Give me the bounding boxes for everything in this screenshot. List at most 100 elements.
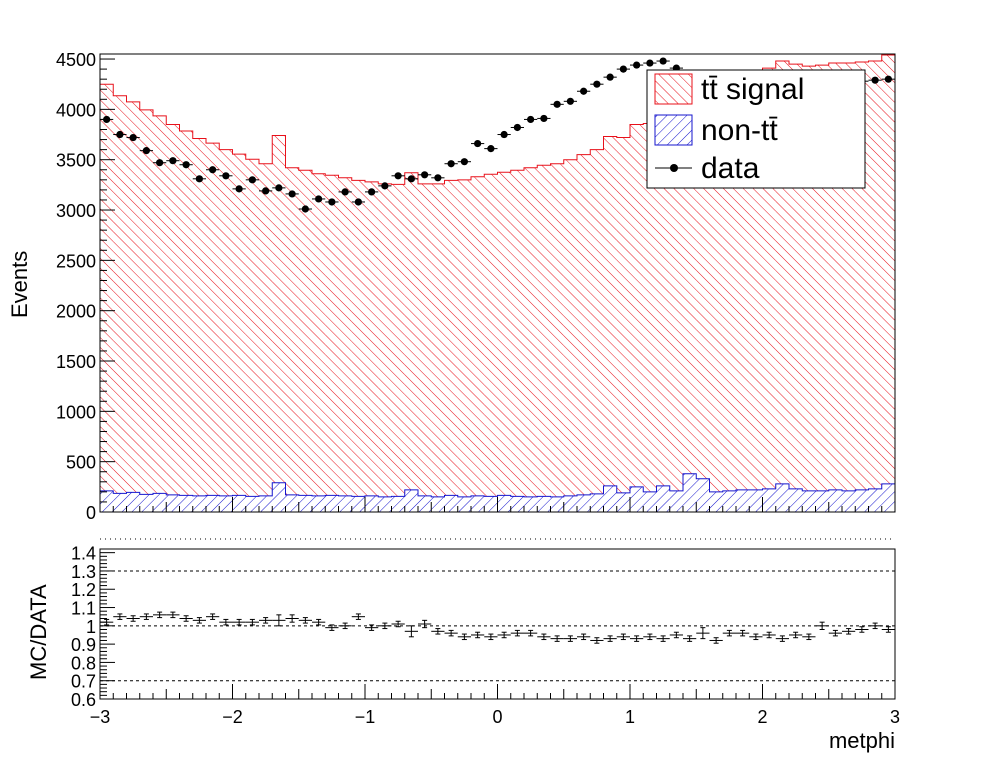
background-bar [153, 493, 167, 512]
ratio-point [683, 635, 697, 642]
signal-bar [404, 172, 418, 490]
y-tick-label: 2500 [56, 251, 96, 271]
x-tick-label: −1 [355, 707, 376, 727]
background-bar [497, 495, 511, 512]
background-bar [563, 495, 577, 512]
ratio-point [404, 625, 418, 638]
data-point [126, 133, 140, 142]
ratio-point [139, 613, 153, 620]
background-bar [259, 495, 273, 512]
ratio-y-tick-label: 1.2 [71, 580, 96, 600]
main-y-axis-label: Events [7, 251, 32, 318]
background-bar [868, 488, 882, 512]
background-bar [656, 485, 670, 512]
background-bar [749, 489, 763, 512]
background-bar [683, 473, 697, 512]
signal-bar [524, 167, 538, 497]
ratio-y-tick-label: 1.3 [71, 562, 96, 582]
ratio-point [245, 618, 259, 626]
background-bar [245, 496, 259, 512]
data-point [285, 190, 299, 198]
ratio-point [590, 637, 604, 644]
legend-label-signal: tt̄ signal [701, 73, 804, 106]
data-point [298, 205, 312, 213]
ratio-point [497, 631, 511, 639]
data-point [656, 57, 670, 65]
ratio-point [192, 617, 206, 624]
signal-bar [219, 149, 233, 496]
ratio-point [696, 627, 710, 640]
background-bar [603, 485, 617, 512]
legend-label-data: data [701, 152, 760, 185]
ratio-point [524, 629, 538, 637]
ratio-point [828, 629, 842, 637]
data-point [563, 97, 577, 105]
legend-entry-signal: tt̄ signal [654, 73, 804, 106]
data-point [179, 161, 193, 169]
data-point [881, 75, 895, 83]
background-bar [643, 491, 657, 512]
data-point [338, 188, 352, 196]
signal-bar [272, 135, 286, 483]
ratio-point [749, 633, 763, 641]
ratio-y-tick-label: 0.6 [71, 690, 96, 710]
ratio-point [775, 635, 789, 642]
background-bar [100, 490, 114, 512]
background-bar [802, 490, 816, 512]
signal-bar [457, 179, 471, 497]
signal-bar [298, 170, 312, 496]
y-tick-label: 1000 [56, 402, 96, 422]
background-bar [325, 495, 339, 512]
background-bar [457, 496, 471, 512]
ratio-y-tick-label: 1.4 [71, 544, 96, 564]
legend-marker [670, 164, 678, 172]
background-bar [232, 495, 246, 512]
background-bar [351, 496, 365, 512]
signal-bar [616, 137, 630, 493]
signal-bar [868, 61, 882, 489]
x-tick-label: −2 [222, 707, 243, 727]
background-bar [709, 491, 723, 512]
x-tick-label: −3 [90, 707, 111, 727]
data-point [365, 188, 379, 196]
background-bar [206, 495, 220, 512]
data-point [192, 175, 206, 183]
ratio-y-tick-label: 0.7 [71, 672, 96, 692]
data-point [510, 123, 524, 132]
x-tick-label: 1 [625, 707, 635, 727]
data-point [868, 76, 882, 84]
signal-bar [656, 110, 670, 486]
ratio-point [643, 633, 657, 641]
signal-bar [537, 165, 551, 497]
ratio-point [153, 611, 167, 619]
ratio-point [351, 613, 365, 620]
ratio-y-tick-label: 1 [86, 617, 96, 637]
background-bar [590, 493, 604, 512]
data-point [603, 73, 617, 81]
data-point [391, 172, 405, 180]
ratio-point [179, 615, 193, 622]
background-bar [696, 478, 710, 512]
ratio-point [272, 614, 286, 627]
background-bar [537, 496, 551, 512]
signal-bar [338, 177, 352, 496]
background-bar [762, 488, 776, 512]
background-bar [616, 492, 630, 512]
ratio-point [312, 618, 326, 626]
signal-bar [510, 170, 524, 497]
data-point [577, 87, 591, 95]
background-bar [126, 492, 140, 512]
signal-bar [550, 163, 564, 497]
signal-bar [179, 131, 193, 496]
ratio-point [444, 629, 458, 637]
signal-bar [497, 172, 511, 496]
signal-bar [312, 173, 326, 496]
main-plot-panel: 0 500 1000 1500 2000 2500 3000 3500 4000 4500 Eve… [7, 50, 896, 523]
signal-bar [563, 159, 577, 496]
data-point [206, 166, 220, 174]
ratio-point [722, 629, 736, 637]
ratio-point [484, 633, 498, 641]
background-bar [418, 495, 432, 512]
legend-swatch-signal [654, 73, 693, 105]
background-bar [192, 495, 206, 512]
